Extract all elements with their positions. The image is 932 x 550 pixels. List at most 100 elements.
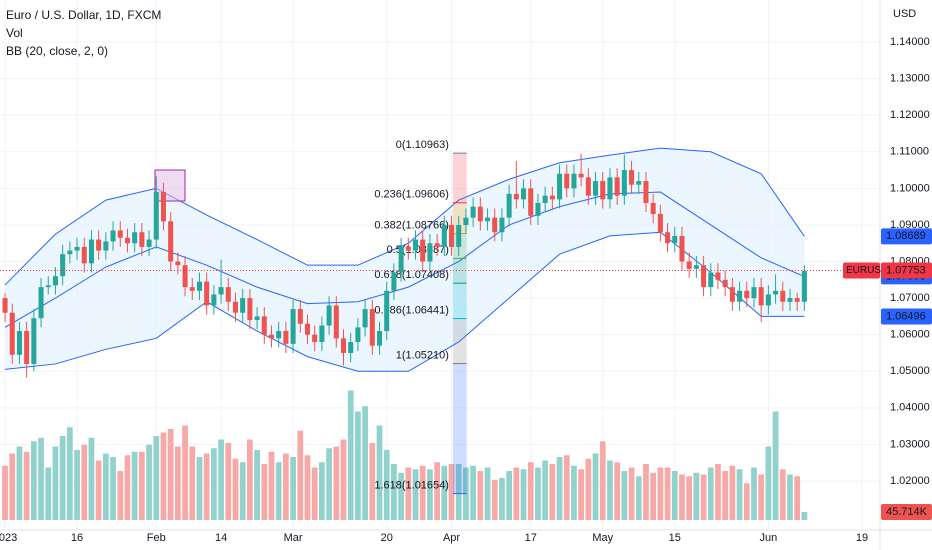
currency-label: USD: [893, 8, 916, 20]
volume-bar: [491, 479, 498, 520]
volume-bar: [729, 465, 736, 520]
candle-body: [449, 224, 455, 247]
x-tick-label: 14: [215, 532, 227, 544]
volume-bar: [470, 465, 477, 520]
fib-label: 0.236(1.09606): [374, 189, 449, 201]
volume-bar: [405, 467, 412, 520]
candle-body: [636, 181, 642, 185]
volume-bar: [477, 471, 484, 520]
volume-bar: [693, 472, 700, 520]
candle-body: [557, 173, 563, 200]
indicator-label: BB (20, close, 2, 0): [6, 44, 108, 58]
candle-body: [542, 195, 548, 204]
volume-bar: [499, 478, 505, 520]
candle-body: [708, 272, 714, 288]
fib-label: 1.618(1.01654): [374, 480, 449, 492]
volume-bar: [455, 464, 462, 520]
bb-line: [4, 191, 805, 328]
volume-bar: [506, 471, 513, 520]
candle-body: [369, 309, 375, 346]
volume-bar: [326, 448, 332, 520]
x-tick-label: Jun: [760, 532, 778, 544]
volume-bar: [549, 464, 556, 520]
y-tick-label: 1.05000: [890, 365, 930, 377]
bb-line: [4, 231, 805, 372]
candle-body: [564, 173, 570, 189]
volume-bar: [751, 467, 757, 520]
x-tick-label: 17: [525, 532, 537, 544]
volume-bar: [513, 467, 520, 520]
fib-label: 0(1.10963): [396, 139, 449, 151]
volume-bar: [311, 467, 318, 520]
volume-bar: [247, 439, 253, 520]
candle-body: [9, 312, 15, 355]
candle-body: [506, 193, 512, 218]
volume-bar: [340, 439, 347, 520]
volume-bar: [736, 469, 743, 520]
x-tick-label: Apr: [443, 532, 460, 544]
x-tick-label: Mar: [284, 532, 303, 544]
x-tick-label: 15: [669, 532, 681, 544]
candle-body: [521, 188, 527, 200]
candle-body: [45, 285, 51, 288]
volume-bar: [225, 443, 232, 520]
volume-bar: [153, 436, 160, 520]
candle-body: [463, 217, 469, 225]
volume-bar: [664, 467, 671, 520]
volume-bar: [283, 453, 289, 520]
candle-body: [247, 298, 253, 321]
volume-bar: [2, 465, 8, 520]
candle-body: [780, 290, 786, 302]
volume-bar: [671, 471, 678, 520]
volume-bar: [290, 457, 296, 520]
volume-bar: [102, 453, 109, 520]
candle-body: [261, 316, 267, 335]
candle-body: [153, 192, 159, 240]
volume-bar: [520, 469, 527, 520]
candle-body: [758, 287, 764, 306]
volume-bar: [268, 451, 275, 520]
candle-body: [412, 239, 419, 251]
candle-body: [268, 334, 275, 339]
candle-body: [384, 290, 390, 332]
candle-body: [715, 272, 721, 280]
volume-bar: [722, 471, 729, 520]
volume-bar: [333, 446, 340, 520]
volume-bar: [743, 483, 750, 520]
candle-body: [74, 246, 80, 251]
volume-bar: [657, 467, 664, 520]
fib-label: 1(1.05210): [396, 349, 449, 361]
candle-body: [441, 224, 447, 247]
volume-tag-bg: [881, 504, 932, 521]
candle-body: [38, 287, 44, 319]
volume-bar: [59, 436, 66, 520]
candle-body: [168, 221, 174, 262]
candle-body: [117, 230, 123, 238]
candle-body: [744, 290, 750, 299]
volume-bar: [571, 465, 577, 520]
y-tick-label: 1.09000: [890, 219, 930, 231]
candle-body: [722, 279, 728, 288]
fib-label: 0.786(1.06441): [374, 304, 449, 316]
volume-bar: [434, 462, 440, 520]
candle-body: [204, 281, 210, 306]
volume-bar: [607, 460, 613, 520]
volume-bar: [542, 460, 549, 520]
candle-body: [470, 206, 476, 218]
candle-body: [110, 230, 116, 242]
candle-body: [297, 309, 303, 324]
volume-bar: [196, 457, 203, 520]
x-tick-label: 20: [381, 532, 393, 544]
candle-body: [600, 181, 606, 200]
candle-body: [585, 177, 591, 196]
volume-bar: [239, 462, 246, 520]
candle-body: [650, 203, 656, 214]
volume-bar: [621, 471, 628, 520]
candle-body: [283, 331, 289, 344]
fib-zone: [452, 318, 467, 364]
volume-bar: [95, 460, 102, 520]
candle-body: [355, 327, 361, 342]
volume-bar: [383, 450, 390, 520]
y-tick-label: 1.12000: [890, 109, 930, 121]
volume-bar: [160, 432, 167, 520]
